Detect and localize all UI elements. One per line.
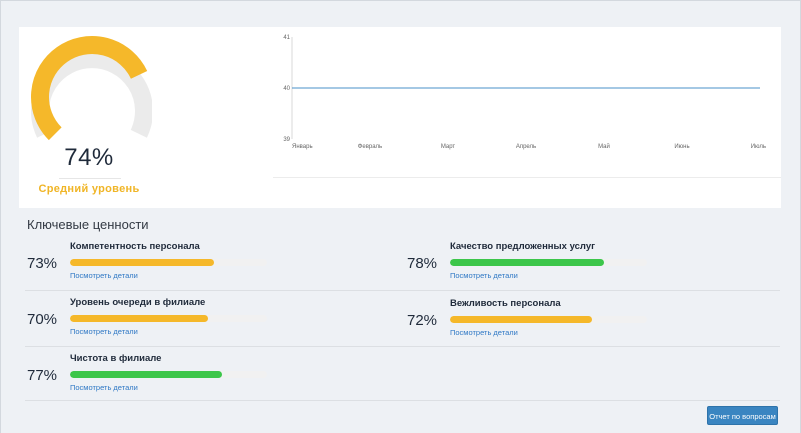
- x-tick-label: Июль: [751, 144, 766, 150]
- x-tick-label: Февраль: [358, 144, 382, 150]
- gauge-percent-value: 74%: [64, 144, 114, 171]
- metric-item-queue-level: 70% Уровень очереди в филиале Посмотреть…: [27, 294, 357, 350]
- metric-percent: 78%: [407, 255, 438, 272]
- summary-card: 74% Средний уровень 41 40 39 Январь Февраль М…: [19, 27, 781, 208]
- frame-top-border: [0, 0, 801, 1]
- metric-bar-track: [70, 315, 267, 322]
- row-divider: [25, 346, 780, 347]
- gauge-fill: [31, 36, 148, 141]
- metric-title: Компетентность персонала: [70, 241, 200, 252]
- metric-item-staff-politeness: 72% Вежливость персонала Посмотреть дета…: [407, 295, 737, 351]
- trend-chart: 41 40 39 Январь Февраль Март Апрель Май Июнь Июль: [273, 27, 781, 178]
- metric-bar-track: [450, 259, 647, 266]
- gauge-caption: Средний уровень: [38, 183, 140, 195]
- metric-title: Чистота в филиале: [70, 353, 162, 364]
- metric-bar-fill: [450, 316, 592, 323]
- questions-report-button[interactable]: Отчет по вопросам: [707, 406, 778, 425]
- view-details-link[interactable]: Посмотреть детали: [450, 271, 518, 280]
- x-tick-label: Апрель: [516, 144, 536, 150]
- metric-percent: 70%: [27, 311, 58, 328]
- x-tick-label: Март: [441, 144, 456, 150]
- metric-bar-fill: [70, 371, 222, 378]
- gauge-divider: [59, 178, 121, 179]
- row-divider: [25, 400, 780, 401]
- metric-percent: 72%: [407, 312, 438, 329]
- x-tick-label: Июнь: [674, 144, 689, 150]
- view-details-link[interactable]: Посмотреть детали: [70, 271, 138, 280]
- metric-bar-track: [70, 371, 267, 378]
- metric-percent: 73%: [27, 255, 58, 272]
- metric-bar-track: [70, 259, 267, 266]
- frame-left-border: [0, 0, 1, 433]
- gauge-graphic: [31, 36, 152, 141]
- metric-bar-track: [450, 316, 647, 323]
- row-divider: [25, 290, 780, 291]
- view-details-link[interactable]: Посмотреть детали: [70, 383, 138, 392]
- x-tick-label: Январь: [292, 144, 313, 150]
- view-details-link[interactable]: Посмотреть детали: [450, 328, 518, 337]
- metric-bar-fill: [70, 259, 214, 266]
- y-tick-label: 41: [283, 35, 290, 41]
- y-tick-label: 40: [283, 86, 290, 92]
- view-details-link[interactable]: Посмотреть детали: [70, 327, 138, 336]
- metric-item-service-quality: 78% Качество предложенных услуг Посмотре…: [407, 238, 737, 294]
- y-tick-label: 39: [283, 137, 290, 143]
- metric-percent: 77%: [27, 367, 58, 384]
- metric-title: Вежливость персонала: [450, 298, 561, 309]
- metric-title: Уровень очереди в филиале: [70, 297, 206, 308]
- key-values-heading: Ключевые ценности: [27, 217, 149, 232]
- x-tick-label: Май: [598, 143, 610, 150]
- metric-bar-fill: [450, 259, 604, 266]
- metric-bar-fill: [70, 315, 208, 322]
- metric-item-branch-cleanliness: 77% Чистота в филиале Посмотреть детали: [27, 350, 357, 406]
- metric-title: Качество предложенных услуг: [450, 241, 596, 252]
- average-gauge: 74% Средний уровень: [19, 27, 159, 208]
- metric-item-staff-competence: 73% Компетентность персонала Посмотреть …: [27, 238, 357, 294]
